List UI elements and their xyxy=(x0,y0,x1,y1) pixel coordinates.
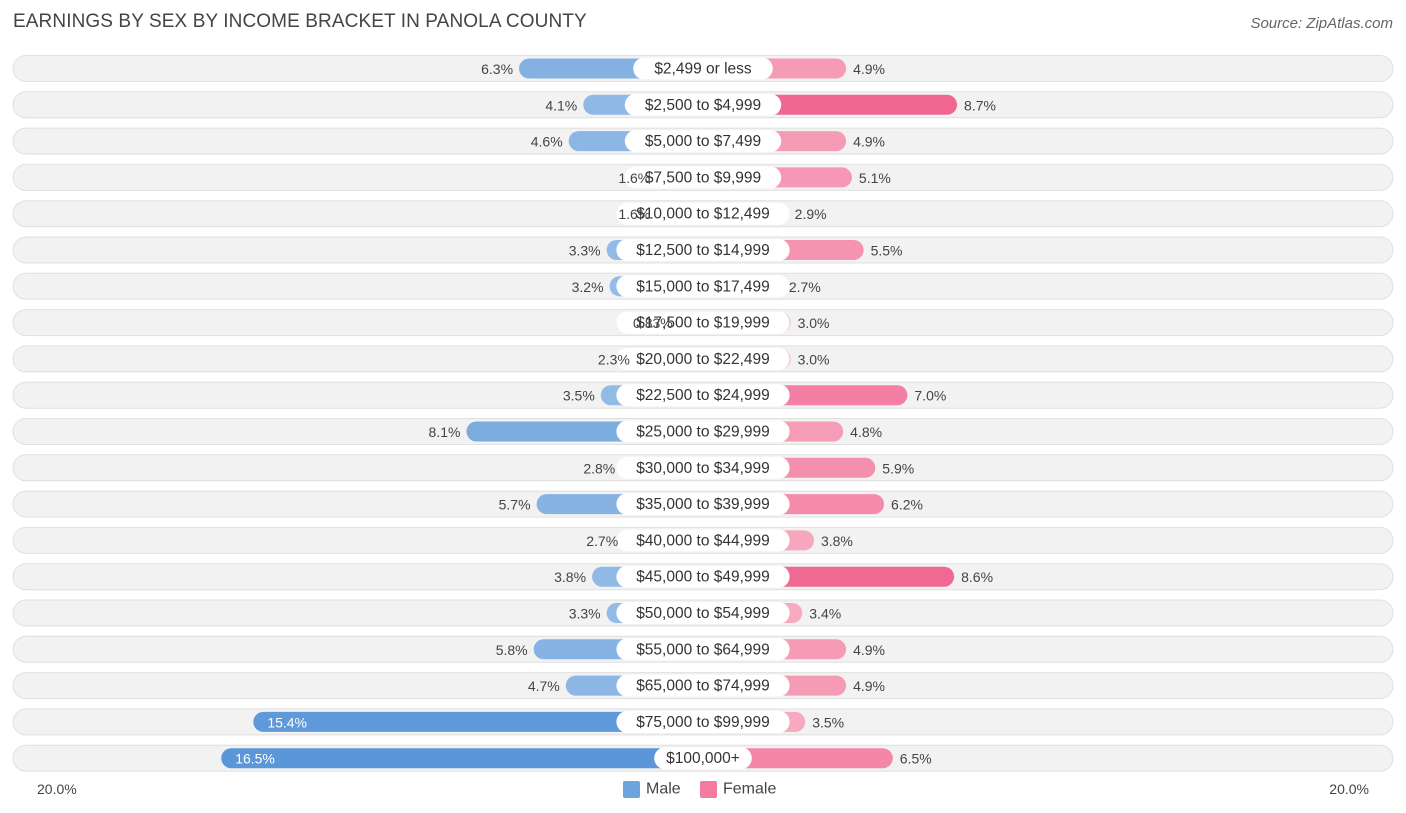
category-label-box xyxy=(624,130,782,153)
male-value-label: 3.3% xyxy=(569,243,601,259)
male-value-label: 4.7% xyxy=(528,678,560,694)
category-label-box xyxy=(624,166,782,189)
female-value-label: 3.0% xyxy=(798,315,830,331)
male-value-label: 6.3% xyxy=(481,61,513,77)
male-value-label: 3.8% xyxy=(554,569,586,585)
category-label-box xyxy=(616,202,790,225)
female-value-label: 4.9% xyxy=(853,61,885,77)
category-label: $75,000 to $99,999 xyxy=(636,714,770,731)
category-label: $12,500 to $14,999 xyxy=(636,242,770,259)
category-label-box xyxy=(616,710,790,733)
male-value-label: 5.8% xyxy=(496,642,528,658)
axis-label-left: 20.0% xyxy=(37,781,77,797)
female-value-label: 3.8% xyxy=(821,533,853,549)
male-value-label: 15.4% xyxy=(267,714,307,730)
legend-label-female: Female xyxy=(723,781,776,798)
category-label: $17,500 to $19,999 xyxy=(636,315,770,332)
legend-label-male: Male xyxy=(646,781,681,798)
chart-title: EARNINGS BY SEX BY INCOME BRACKET IN PAN… xyxy=(13,11,587,32)
legend-swatch-female xyxy=(700,781,717,798)
category-label: $5,000 to $7,499 xyxy=(645,133,761,150)
category-label-box xyxy=(616,602,790,624)
male-value-label: 1.6% xyxy=(618,170,650,186)
female-value-label: 2.7% xyxy=(789,279,821,295)
category-label-box xyxy=(616,275,790,298)
female-value-label: 8.6% xyxy=(961,569,993,585)
female-value-label: 4.9% xyxy=(853,134,885,150)
female-value-label: 4.9% xyxy=(853,642,885,658)
category-label-box xyxy=(616,456,790,479)
male-value-label: 2.3% xyxy=(598,351,630,367)
category-label-box xyxy=(616,347,790,370)
chart-source: Source: ZipAtlas.com xyxy=(1250,15,1393,32)
category-label-box xyxy=(616,311,790,334)
male-value-label: 3.5% xyxy=(563,388,595,404)
male-bar xyxy=(221,748,703,769)
category-label: $55,000 to $64,999 xyxy=(636,641,770,658)
male-value-label: 3.2% xyxy=(572,279,604,295)
male-value-label: 3.3% xyxy=(569,606,601,622)
category-label: $30,000 to $34,999 xyxy=(636,460,770,477)
category-label-box xyxy=(616,420,790,443)
male-value-label: 2.7% xyxy=(586,533,618,549)
female-value-label: 3.4% xyxy=(809,606,841,622)
female-value-label: 5.1% xyxy=(859,170,891,186)
category-label-box xyxy=(654,747,752,770)
category-label-box xyxy=(616,493,790,516)
category-label: $15,000 to $17,499 xyxy=(636,278,770,295)
male-value-label: 4.6% xyxy=(531,134,563,150)
male-value-label: 0.83% xyxy=(633,315,673,331)
female-value-label: 8.7% xyxy=(964,97,996,113)
female-value-label: 6.2% xyxy=(891,497,923,513)
category-label-box xyxy=(633,57,773,80)
category-label: $2,499 or less xyxy=(654,61,752,78)
male-value-label: 1.6% xyxy=(618,206,650,222)
legend-swatch-male xyxy=(623,781,640,798)
category-label-box xyxy=(616,239,790,261)
category-label: $65,000 to $74,999 xyxy=(636,678,770,695)
category-label-box xyxy=(616,384,790,407)
axis-label-right: 20.0% xyxy=(1329,781,1369,797)
female-value-label: 6.5% xyxy=(900,751,932,767)
male-value-label: 8.1% xyxy=(429,424,461,440)
male-bar xyxy=(253,711,703,732)
female-value-label: 3.0% xyxy=(798,351,830,367)
category-label: $45,000 to $49,999 xyxy=(636,569,770,586)
category-label-box xyxy=(616,565,790,588)
category-label: $100,000+ xyxy=(666,750,740,767)
category-label-box xyxy=(624,93,782,116)
category-label-box xyxy=(616,674,790,697)
category-label: $22,500 to $24,999 xyxy=(636,387,770,404)
category-label: $2,500 to $4,999 xyxy=(645,97,761,114)
category-label: $25,000 to $29,999 xyxy=(636,424,770,441)
female-value-label: 7.0% xyxy=(914,388,946,404)
category-label: $7,500 to $9,999 xyxy=(645,169,761,186)
category-label-box xyxy=(616,638,790,661)
male-value-label: 16.5% xyxy=(235,751,275,767)
male-value-label: 2.8% xyxy=(583,460,615,476)
category-label: $50,000 to $54,999 xyxy=(636,605,770,622)
female-value-label: 4.9% xyxy=(853,678,885,694)
female-value-label: 5.9% xyxy=(882,460,914,476)
female-value-label: 2.9% xyxy=(795,206,827,222)
category-label: $20,000 to $22,499 xyxy=(636,351,770,368)
male-value-label: 5.7% xyxy=(499,497,531,513)
category-label: $10,000 to $12,499 xyxy=(636,206,770,223)
category-label-box xyxy=(616,529,790,552)
female-value-label: 3.5% xyxy=(812,714,844,730)
male-value-label: 4.1% xyxy=(545,97,577,113)
category-label: $35,000 to $39,999 xyxy=(636,496,770,513)
female-value-label: 5.5% xyxy=(871,243,903,259)
female-value-label: 4.8% xyxy=(850,424,882,440)
category-label: $40,000 to $44,999 xyxy=(636,532,770,549)
